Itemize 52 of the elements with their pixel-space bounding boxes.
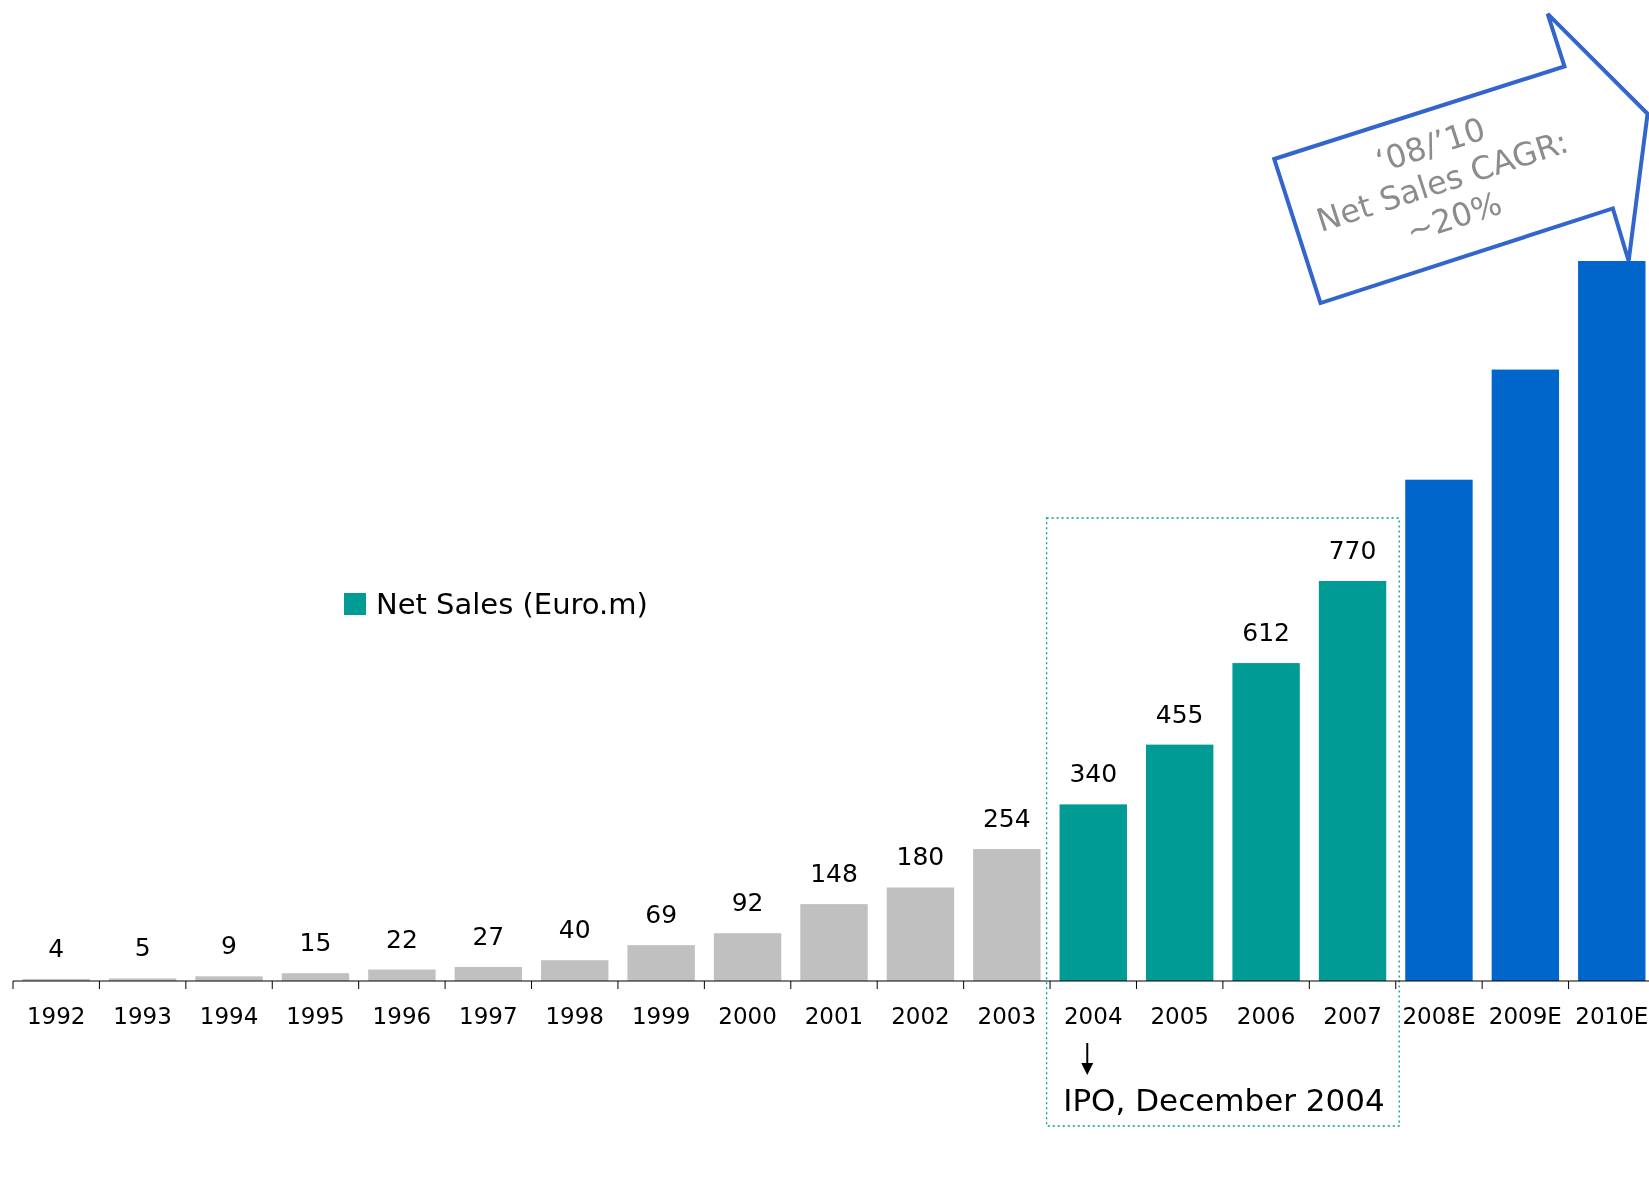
legend-label: Net Sales (Euro.m) [376, 587, 648, 621]
bar [713, 933, 782, 981]
x-tick-label: 2008E [1402, 1003, 1476, 1029]
data-label: 340 [1069, 759, 1118, 789]
bar [454, 966, 523, 981]
bar [1318, 581, 1387, 981]
bar [973, 849, 1041, 981]
data-label: 254 [982, 804, 1031, 834]
x-tick-label: 2003 [977, 1003, 1037, 1029]
x-tick-label: 2000 [718, 1003, 777, 1029]
x-tick-label: 1999 [631, 1003, 691, 1029]
text: IPO, December 2004 [1063, 1082, 1385, 1118]
text: ‘08/’10 Net Sales CAGR: ~20% [1311, 109, 1573, 251]
data-label: 92 [731, 888, 764, 918]
data-label: 9 [221, 931, 238, 961]
bar [1578, 261, 1646, 981]
bar [1059, 804, 1127, 981]
data-label: 15 [299, 928, 332, 958]
x-tick-label: 1998 [545, 1003, 605, 1029]
x-tick-label: 2006 [1236, 1003, 1296, 1029]
bar [800, 904, 868, 981]
bar [886, 887, 955, 981]
bar [1491, 369, 1560, 981]
data-label: 5 [134, 933, 151, 963]
data-label: 40 [558, 915, 591, 945]
x-tick-label: 1994 [199, 1003, 259, 1029]
data-label: 27 [472, 921, 505, 951]
x-tick-label: 1996 [372, 1003, 432, 1029]
x-tick-label: 2009E [1488, 1003, 1562, 1029]
x-tick-label: 2010E [1575, 1003, 1649, 1029]
data-label: 22 [385, 924, 418, 954]
data-label: 770 [1328, 536, 1377, 565]
data-label: 148 [810, 859, 858, 889]
bar [1405, 479, 1473, 981]
x-tick-label: 1993 [113, 1003, 172, 1029]
x-tick-label: 2007 [1323, 1003, 1382, 1029]
x-tick-label: 2002 [891, 1003, 950, 1029]
bar [541, 960, 609, 981]
data-label: 612 [1242, 618, 1290, 648]
data-label: 4 [48, 933, 65, 963]
data-label: 180 [896, 842, 945, 872]
x-tick-label: 2004 [1063, 1003, 1123, 1029]
x-tick-label: 1995 [286, 1003, 345, 1029]
data-label: 455 [1155, 699, 1204, 729]
bar [627, 945, 695, 981]
x-tick-label: 1992 [26, 1003, 86, 1029]
bar [1145, 744, 1214, 981]
x-tick-label: 2005 [1150, 1003, 1209, 1029]
data-label: 69 [645, 900, 678, 930]
bar [1232, 663, 1300, 981]
x-tick-label: 2001 [804, 1003, 864, 1029]
x-tick-label: 1997 [459, 1003, 518, 1029]
